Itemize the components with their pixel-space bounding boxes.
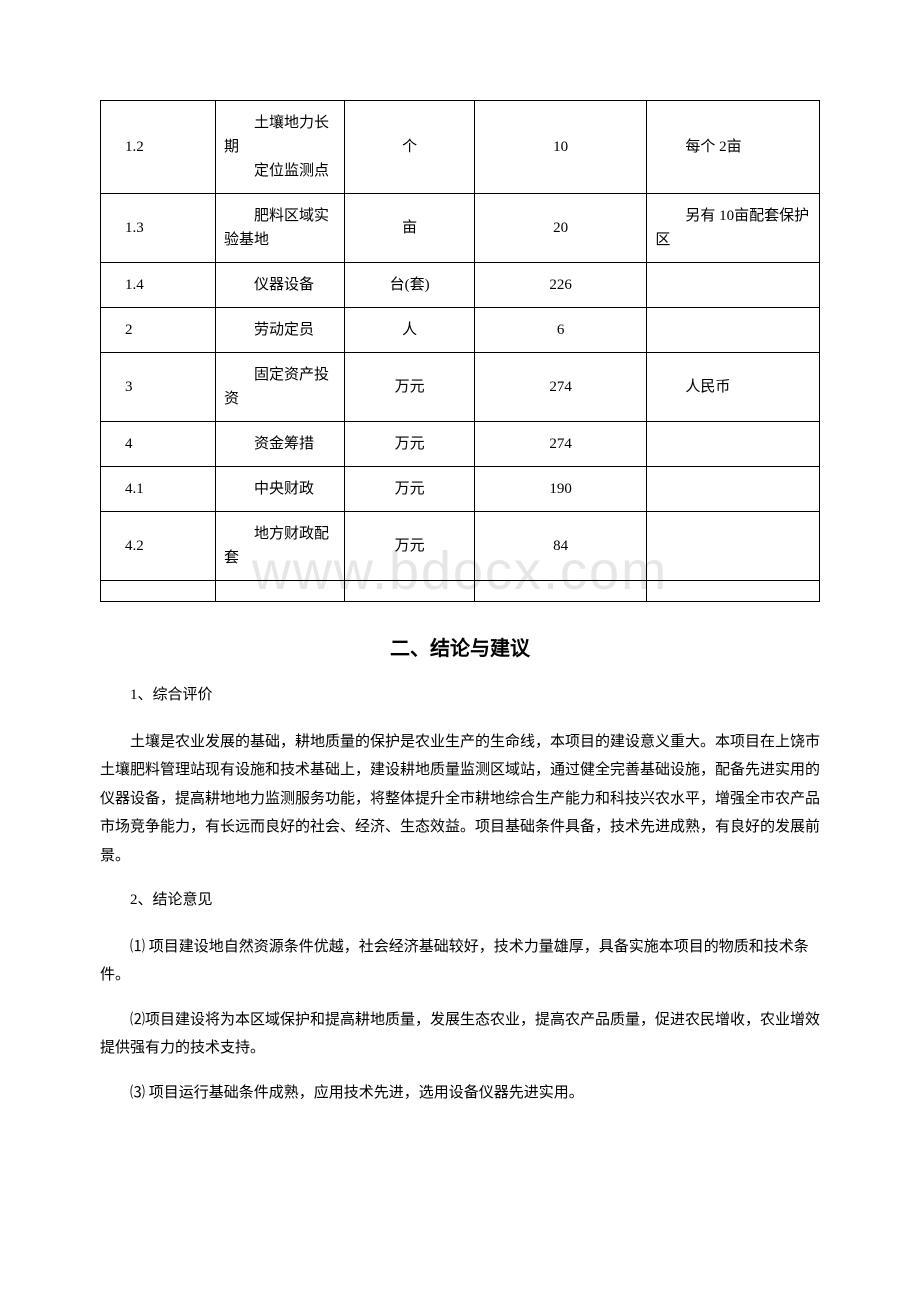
cell-value: 6 [474, 308, 647, 353]
table-row: 2劳动定员人6 [101, 308, 820, 353]
cell-value: 20 [474, 194, 647, 263]
cell-name: 资金筹措 [216, 422, 345, 467]
cell-name: 中央财政 [216, 467, 345, 512]
cell-value [474, 581, 647, 602]
cell-name: 劳动定员 [216, 308, 345, 353]
paragraph-conclusion-heading: 2、结论意见 [100, 886, 820, 915]
cell-note [647, 263, 820, 308]
cell-value: 274 [474, 353, 647, 422]
cell-note [647, 308, 820, 353]
cell-note [647, 467, 820, 512]
cell-unit: 万元 [345, 422, 474, 467]
cell-name [216, 581, 345, 602]
cell-id: 1.4 [101, 263, 216, 308]
table-row: 4资金筹措万元274 [101, 422, 820, 467]
cell-unit [345, 581, 474, 602]
cell-note: 另有 10亩配套保护区 [647, 194, 820, 263]
cell-unit: 人 [345, 308, 474, 353]
cell-unit: 亩 [345, 194, 474, 263]
table-row: 4.1中央财政万元190 [101, 467, 820, 512]
cell-name: 仪器设备 [216, 263, 345, 308]
cell-id: 1.2 [101, 101, 216, 194]
cell-note [647, 581, 820, 602]
cell-value: 274 [474, 422, 647, 467]
cell-note: 每个 2亩 [647, 101, 820, 194]
table-row: 1.4仪器设备台(套)226 [101, 263, 820, 308]
cell-id: 3 [101, 353, 216, 422]
cell-note [647, 512, 820, 581]
cell-value: 190 [474, 467, 647, 512]
cell-id: 2 [101, 308, 216, 353]
cell-value: 226 [474, 263, 647, 308]
table-row: 3固定资产投资万元274人民币 [101, 353, 820, 422]
cell-name: 地方财政配套 [216, 512, 345, 581]
cell-note: 人民币 [647, 353, 820, 422]
paragraph-conclusion-3: ⑶ 项目运行基础条件成熟，应用技术先进，选用设备仪器先进实用。 [100, 1079, 820, 1108]
cell-id [101, 581, 216, 602]
cell-unit: 万元 [345, 512, 474, 581]
cell-value: 84 [474, 512, 647, 581]
cell-note [647, 422, 820, 467]
table-row: 1.3肥料区域实验基地亩20另有 10亩配套保护区 [101, 194, 820, 263]
cell-id: 4.1 [101, 467, 216, 512]
cell-unit: 个 [345, 101, 474, 194]
cell-value: 10 [474, 101, 647, 194]
paragraph-conclusion-1: ⑴ 项目建设地自然资源条件优越，社会经济基础较好，技术力量雄厚，具备实施本项目的… [100, 933, 820, 990]
section-title: 二、结论与建议 [100, 632, 820, 661]
cell-name: 固定资产投资 [216, 353, 345, 422]
data-table: 1.2土壤地力长期定位监测点个10每个 2亩1.3肥料区域实验基地亩20另有 1… [100, 100, 820, 602]
cell-name: 肥料区域实验基地 [216, 194, 345, 263]
cell-id: 1.3 [101, 194, 216, 263]
cell-id: 4.2 [101, 512, 216, 581]
cell-unit: 台(套) [345, 263, 474, 308]
cell-name: 土壤地力长期定位监测点 [216, 101, 345, 194]
paragraph-conclusion-2: ⑵项目建设将为本区域保护和提高耕地质量，发展生态农业，提高农产品质量，促进农民增… [100, 1006, 820, 1063]
paragraph-eval-heading: 1、综合评价 [100, 681, 820, 710]
table-row: 4.2地方财政配套万元84 [101, 512, 820, 581]
cell-unit: 万元 [345, 353, 474, 422]
paragraph-eval-body: 土壤是农业发展的基础，耕地质量的保护是农业生产的生命线，本项目的建设意义重大。本… [100, 728, 820, 871]
cell-id: 4 [101, 422, 216, 467]
cell-unit: 万元 [345, 467, 474, 512]
table-row: 1.2土壤地力长期定位监测点个10每个 2亩 [101, 101, 820, 194]
table-row [101, 581, 820, 602]
